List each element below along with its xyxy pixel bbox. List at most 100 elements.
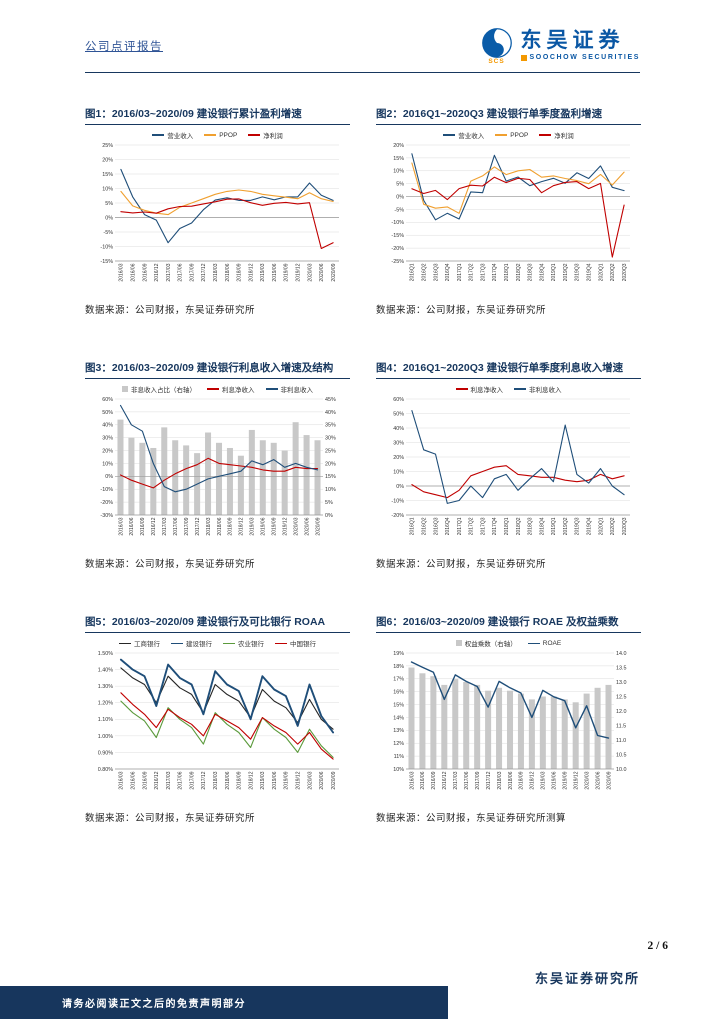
svg-text:2020/09: 2020/09 (315, 518, 321, 536)
figure-3-plot: -30% -20% -10% 0% 10% 20% 30% 40% 50% 60% 0% 5% 10% 1… (85, 395, 350, 552)
svg-text:16%: 16% (393, 690, 404, 696)
legend-item: PPOP (495, 132, 528, 139)
legend-item: 利息净收入 (207, 384, 255, 394)
brand-text: 东吴证券 SOOCHOW SECURITIES (520, 30, 640, 61)
svg-text:25%: 25% (102, 143, 113, 149)
svg-text:2019Q3: 2019Q3 (575, 263, 581, 281)
figure-1-plot: -15% -10% -5% 0% 5% 10% 15% 20% 25% 2016/03 2016/0… (85, 141, 350, 298)
figure-4: 图4：2016Q1~2020Q3 建设银行单季度利息收入增速 利息净收入 非利息收… (376, 362, 641, 570)
svg-text:2018/03: 2018/03 (206, 518, 212, 536)
svg-text:1.00%: 1.00% (98, 734, 113, 740)
svg-text:2020/03: 2020/03 (307, 263, 313, 281)
legend-label: 营业收入 (167, 133, 194, 141)
svg-text:5%: 5% (396, 182, 404, 188)
svg-text:2019/06: 2019/06 (552, 772, 558, 790)
svg-text:12.0: 12.0 (616, 709, 627, 715)
figure-1-legend: 营业收入 PPOP 净利润 (85, 130, 350, 140)
svg-text:20%: 20% (393, 143, 404, 149)
svg-text:10%: 10% (325, 487, 336, 493)
svg-text:2017Q1: 2017Q1 (457, 518, 463, 536)
figure-6-legend: 权益乘数（右轴） ROAE (376, 638, 641, 648)
svg-text:2018Q1: 2018Q1 (504, 263, 510, 281)
legend-label: 净利润 (263, 133, 283, 141)
legend-item: 营业收入 (152, 130, 193, 140)
svg-text:2016Q1: 2016Q1 (410, 263, 416, 281)
figure-2-title: 图2：2016Q1~2020Q3 建设银行单季度盈利增速 (376, 108, 641, 126)
svg-text:10.0: 10.0 (616, 767, 627, 773)
svg-text:-25%: -25% (391, 259, 404, 265)
charts-grid: 图1：2016/03~2020/09 建设银行累计盈利增速 营业收入 PPOP 净利… (85, 108, 641, 824)
figure-1-title: 图1：2016/03~2020/09 建设银行累计盈利增速 (85, 108, 350, 126)
svg-text:2017Q4: 2017Q4 (492, 518, 498, 536)
legend-label: PPOP (219, 131, 238, 139)
svg-text:2019/12: 2019/12 (282, 518, 288, 536)
svg-text:2018Q3: 2018Q3 (528, 263, 534, 281)
svg-text:0.80%: 0.80% (98, 767, 113, 773)
page-number: 2 / 6 (647, 940, 668, 952)
svg-text:13%: 13% (393, 729, 404, 735)
svg-text:0%: 0% (325, 513, 333, 519)
legend-marker (539, 134, 552, 136)
svg-text:-30%: -30% (100, 513, 113, 519)
svg-text:-10%: -10% (100, 487, 113, 493)
svg-text:2016/09: 2016/09 (140, 518, 146, 536)
figure-5: 图5：2016/03~2020/09 建设银行及可比银行 ROAA 工商银行 建设… (85, 616, 350, 824)
svg-text:10.5: 10.5 (616, 753, 627, 759)
svg-text:2017/06: 2017/06 (464, 772, 470, 790)
figure-6-title: 图6：2016/03~2020/09 建设银行 ROAE 及权益乘数 (376, 616, 641, 634)
svg-text:2020Q3: 2020Q3 (622, 518, 628, 536)
figure-6: 图6：2016/03~2020/09 建设银行 ROAE 及权益乘数 权益乘数（… (376, 616, 641, 824)
disclaimer-bar: 请务必阅读正文之后的免责声明部分 (0, 986, 448, 1019)
svg-text:2018/12: 2018/12 (530, 772, 536, 790)
svg-text:2020/03: 2020/03 (584, 772, 590, 790)
legend-marker (204, 134, 217, 136)
legend-label: 非利息收入 (529, 387, 562, 395)
svg-text:-5%: -5% (394, 207, 404, 213)
svg-text:2016/12: 2016/12 (154, 263, 160, 281)
svg-text:2019/06: 2019/06 (272, 772, 278, 790)
svg-text:2017/09: 2017/09 (189, 772, 195, 790)
svg-text:10%: 10% (393, 169, 404, 175)
svg-text:2020Q2: 2020Q2 (610, 518, 616, 536)
svg-text:25%: 25% (325, 449, 336, 455)
svg-text:12.5: 12.5 (616, 695, 627, 701)
legend-item: 非利息收入 (514, 384, 562, 394)
svg-text:2020Q1: 2020Q1 (598, 263, 604, 281)
svg-text:0%: 0% (105, 216, 113, 222)
legend-item: 工商银行 (119, 638, 160, 648)
svg-text:15%: 15% (325, 474, 336, 480)
legend-marker (119, 642, 131, 645)
svg-text:2016Q1: 2016Q1 (410, 518, 416, 536)
svg-text:17%: 17% (393, 677, 404, 683)
svg-text:13.0: 13.0 (616, 680, 627, 686)
svg-text:2018/12: 2018/12 (248, 263, 254, 281)
chart-canvas: -25% -20% -15% -10% -5% 0% 5% 10% 15% 20% 2016Q1 20… (391, 143, 630, 281)
svg-text:2019Q4: 2019Q4 (587, 263, 593, 281)
legend-marker (265, 388, 278, 391)
figure-4-plot: -20% -10% 0% 10% 20% 30% 40% 50% 60% 2016Q1 2016Q2… (376, 395, 641, 552)
svg-text:2017/12: 2017/12 (201, 772, 207, 790)
svg-text:2017Q1: 2017Q1 (457, 263, 463, 281)
legend-marker (207, 388, 219, 391)
svg-text:-5%: -5% (103, 230, 113, 236)
svg-text:2019/09: 2019/09 (284, 263, 290, 281)
header-divider (85, 72, 640, 73)
svg-text:35%: 35% (325, 423, 336, 429)
svg-text:2020Q2: 2020Q2 (610, 263, 616, 281)
svg-text:2017/12: 2017/12 (195, 518, 201, 536)
svg-text:2019/03: 2019/03 (260, 772, 266, 790)
svg-text:2017Q2: 2017Q2 (469, 518, 475, 536)
figure-4-source: 数据来源：公司财报，东吴证券研究所 (376, 559, 547, 571)
svg-text:20%: 20% (393, 455, 404, 461)
svg-text:2017/03: 2017/03 (162, 518, 168, 536)
svg-text:2019/06: 2019/06 (272, 263, 278, 281)
legend-label: 农业银行 (238, 641, 264, 649)
svg-text:2016Q4: 2016Q4 (445, 263, 451, 281)
svg-text:40%: 40% (325, 410, 336, 416)
svg-text:2018/09: 2018/09 (237, 772, 243, 790)
svg-text:2018/06: 2018/06 (508, 772, 514, 790)
legend-item: PPOP (204, 132, 237, 139)
svg-text:40%: 40% (102, 423, 113, 429)
legend-item: 建设银行 (171, 638, 212, 648)
